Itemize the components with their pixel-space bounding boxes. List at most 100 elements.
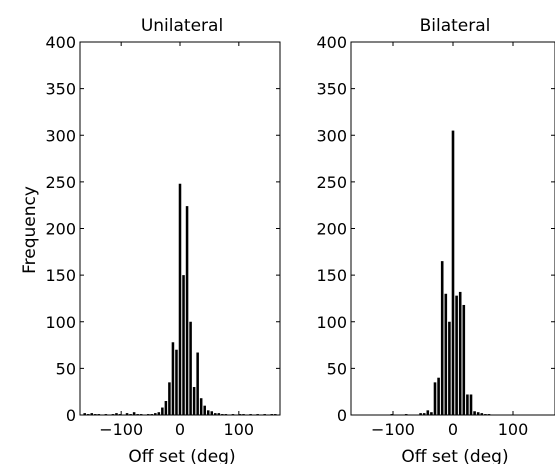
bar (132, 412, 136, 415)
bar (206, 410, 210, 415)
xticks-bilateral: −100 0 100 (371, 42, 528, 439)
xticks-unilateral: −100 0 100 (99, 42, 254, 439)
bar (476, 412, 480, 415)
bar (111, 414, 115, 415)
bar (90, 413, 94, 415)
y-tick-label: 50 (56, 359, 76, 378)
bar (455, 295, 458, 415)
y-tick-label: 150 (45, 266, 76, 285)
bar (196, 352, 199, 415)
bar (249, 414, 252, 415)
bar (437, 377, 440, 415)
bar (199, 398, 203, 415)
bar (214, 413, 217, 415)
y-tick-label: 0 (337, 406, 347, 425)
panel-title-bilateral: Bilateral (420, 16, 491, 36)
bar (189, 321, 192, 415)
bar (115, 413, 118, 415)
x-tick-label: 0 (175, 420, 185, 439)
bar (462, 304, 466, 415)
bar (448, 321, 451, 415)
bar (263, 414, 266, 415)
bar (440, 261, 444, 415)
bar (168, 382, 171, 415)
bar (458, 291, 462, 415)
bar (433, 382, 437, 415)
bar (171, 342, 175, 415)
bar (178, 183, 182, 415)
x-tick-label: 100 (498, 420, 529, 439)
bar (83, 413, 86, 415)
bar (451, 130, 455, 415)
bar (185, 206, 189, 415)
bars-bilateral (390, 130, 491, 415)
x-axis-label-unilateral: Off set (deg) (128, 447, 235, 464)
bar (182, 275, 185, 415)
y-tick-label: 0 (66, 406, 76, 425)
bar (426, 410, 430, 415)
bar (469, 394, 473, 415)
panel-unilateral: Unilateral 0 50 100 150 200 250 300 350 400 −100… (45, 16, 281, 464)
bar (419, 413, 422, 415)
bar (390, 414, 394, 415)
bar (238, 414, 242, 415)
y-tick-label: 350 (45, 80, 76, 99)
bar (136, 414, 139, 415)
bar (217, 413, 221, 415)
y-tick-label: 200 (45, 220, 76, 239)
x-tick-label: 0 (448, 420, 458, 439)
bar (224, 414, 228, 415)
bar (404, 414, 408, 415)
bar (157, 412, 161, 415)
y-tick-label: 150 (316, 266, 347, 285)
bar (203, 405, 206, 415)
bars-unilateral (83, 183, 277, 415)
y-axis-label: Frequency (20, 186, 40, 274)
bar (221, 414, 224, 415)
bar (256, 414, 259, 415)
y-tick-label: 400 (316, 33, 347, 52)
bar (104, 414, 108, 415)
bar (270, 414, 274, 415)
yticks-bilateral: 0 50 100 150 200 250 300 350 400 (316, 33, 555, 425)
bar (97, 414, 101, 415)
bar (231, 414, 235, 415)
bar (192, 387, 196, 415)
bar (164, 401, 168, 415)
bar (146, 414, 150, 415)
bar (473, 411, 476, 415)
y-tick-label: 100 (316, 313, 347, 332)
y-tick-label: 250 (316, 173, 347, 192)
bar (430, 412, 433, 415)
bar (94, 414, 97, 415)
bar (118, 414, 122, 415)
y-tick-label: 400 (45, 33, 76, 52)
bar (480, 413, 484, 415)
bar (175, 349, 178, 415)
y-tick-label: 250 (45, 173, 76, 192)
x-tick-label: 100 (224, 420, 255, 439)
bar (125, 413, 129, 415)
y-tick-label: 300 (316, 126, 347, 145)
bar (484, 414, 487, 415)
bar (86, 414, 90, 415)
bar (487, 414, 491, 415)
y-tick-label: 100 (45, 313, 76, 332)
bar (274, 414, 277, 415)
bar (154, 413, 157, 415)
panel-title-unilateral: Unilateral (141, 16, 223, 36)
bar (210, 411, 214, 415)
y-tick-label: 50 (327, 359, 347, 378)
y-tick-label: 200 (316, 220, 347, 239)
y-tick-label: 300 (45, 126, 76, 145)
y-tick-label: 350 (316, 80, 347, 99)
bar (161, 407, 164, 415)
x-tick-label: −100 (99, 420, 143, 439)
bar (444, 293, 448, 415)
bar (242, 414, 245, 415)
bar (139, 414, 143, 415)
bar (129, 414, 132, 415)
bar (150, 414, 154, 415)
